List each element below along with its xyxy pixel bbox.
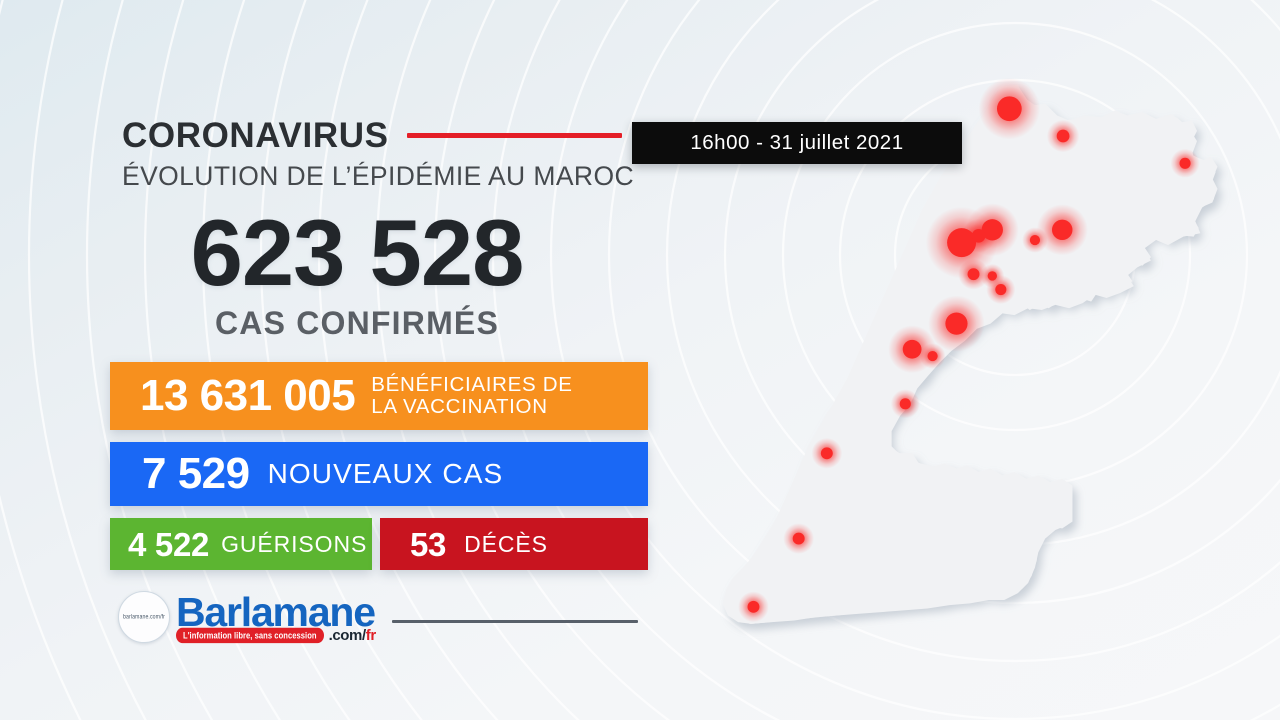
stat-bar-new-cases: 7 529 NOUVEAUX CAS bbox=[110, 442, 648, 506]
barlamane-logo[interactable]: barlamane.com/fr Barlamane L'information… bbox=[118, 588, 376, 646]
confirmed-cases-block: 623 528 CAS CONFIRMÉS bbox=[122, 206, 592, 342]
deaths-label: DÉCÈS bbox=[464, 530, 548, 557]
confirmed-cases-value: 623 528 bbox=[190, 200, 525, 305]
hotspot-group bbox=[928, 295, 985, 352]
vaccination-value: 13 631 005 bbox=[140, 371, 356, 420]
headline-block: CORONAVIRUS ÉVOLUTION DE L’ÉPIDÉMIE AU M… bbox=[122, 118, 642, 192]
logo-domain-fr: fr bbox=[365, 626, 376, 644]
morocco-map bbox=[655, 78, 1275, 658]
date-badge: 16h00 - 31 juillet 2021 bbox=[632, 122, 962, 164]
map-hotspots bbox=[738, 78, 1200, 623]
hotspot-group bbox=[919, 343, 946, 369]
hotspot-group bbox=[978, 78, 1041, 140]
logo-tagline: L'information libre, sans concession bbox=[176, 627, 324, 643]
hotspot-group bbox=[958, 258, 989, 290]
hotspot-group bbox=[783, 523, 815, 554]
hotspot-group bbox=[738, 591, 769, 623]
deaths-value: 53 bbox=[410, 525, 447, 563]
logo-circle-badge: barlamane.com/fr bbox=[118, 591, 170, 643]
stat-bar-vaccination: 13 631 005 BÉNÉFICIAIRES DE LA VACCINATI… bbox=[110, 362, 648, 430]
hotspot-group bbox=[1036, 204, 1088, 256]
logo-text-block: Barlamane L'information libre, sans conc… bbox=[176, 588, 376, 643]
logo-domain: .com/fr bbox=[328, 626, 377, 644]
logo-domain-slash: / bbox=[362, 626, 366, 644]
stat-bar-deaths: 53 DÉCÈS bbox=[380, 518, 648, 570]
new-cases-label: NOUVEAUX CAS bbox=[267, 458, 504, 490]
vaccination-label: BÉNÉFICIAIRES DE LA VACCINATION bbox=[371, 373, 573, 418]
date-badge-label: 16h00 - 31 juillet 2021 bbox=[690, 131, 904, 154]
logo-bottom-row: L'information libre, sans concession .co… bbox=[176, 628, 376, 643]
hotspot-group bbox=[1170, 148, 1200, 178]
confirmed-cases-label: CAS CONFIRMÉS bbox=[214, 305, 500, 341]
hotspot-group bbox=[811, 437, 843, 469]
logo-rule bbox=[392, 620, 638, 623]
map-landmass-detail bbox=[724, 86, 1216, 624]
title-row: CORONAVIRUS bbox=[122, 118, 642, 153]
new-cases-value: 7 529 bbox=[142, 449, 250, 498]
recoveries-label: GUÉRISONS bbox=[221, 530, 368, 557]
recoveries-value: 4 522 bbox=[128, 525, 210, 563]
page-subtitle: ÉVOLUTION DE L’ÉPIDÉMIE AU MAROC bbox=[122, 161, 634, 191]
logo-domain-com: .com bbox=[328, 626, 363, 644]
stat-bar-recoveries: 4 522 GUÉRISONS bbox=[110, 518, 372, 570]
hotspot-group bbox=[961, 218, 996, 253]
hotspot-group bbox=[890, 389, 920, 419]
hotspot-group bbox=[986, 275, 1016, 305]
title-rule bbox=[406, 133, 622, 138]
logo-badge-text: barlamane.com/fr bbox=[123, 613, 165, 621]
page-title: CORONAVIRUS bbox=[122, 116, 389, 155]
logo-wordmark: Barlamane bbox=[176, 588, 376, 635]
hotspot-group bbox=[1046, 119, 1080, 153]
